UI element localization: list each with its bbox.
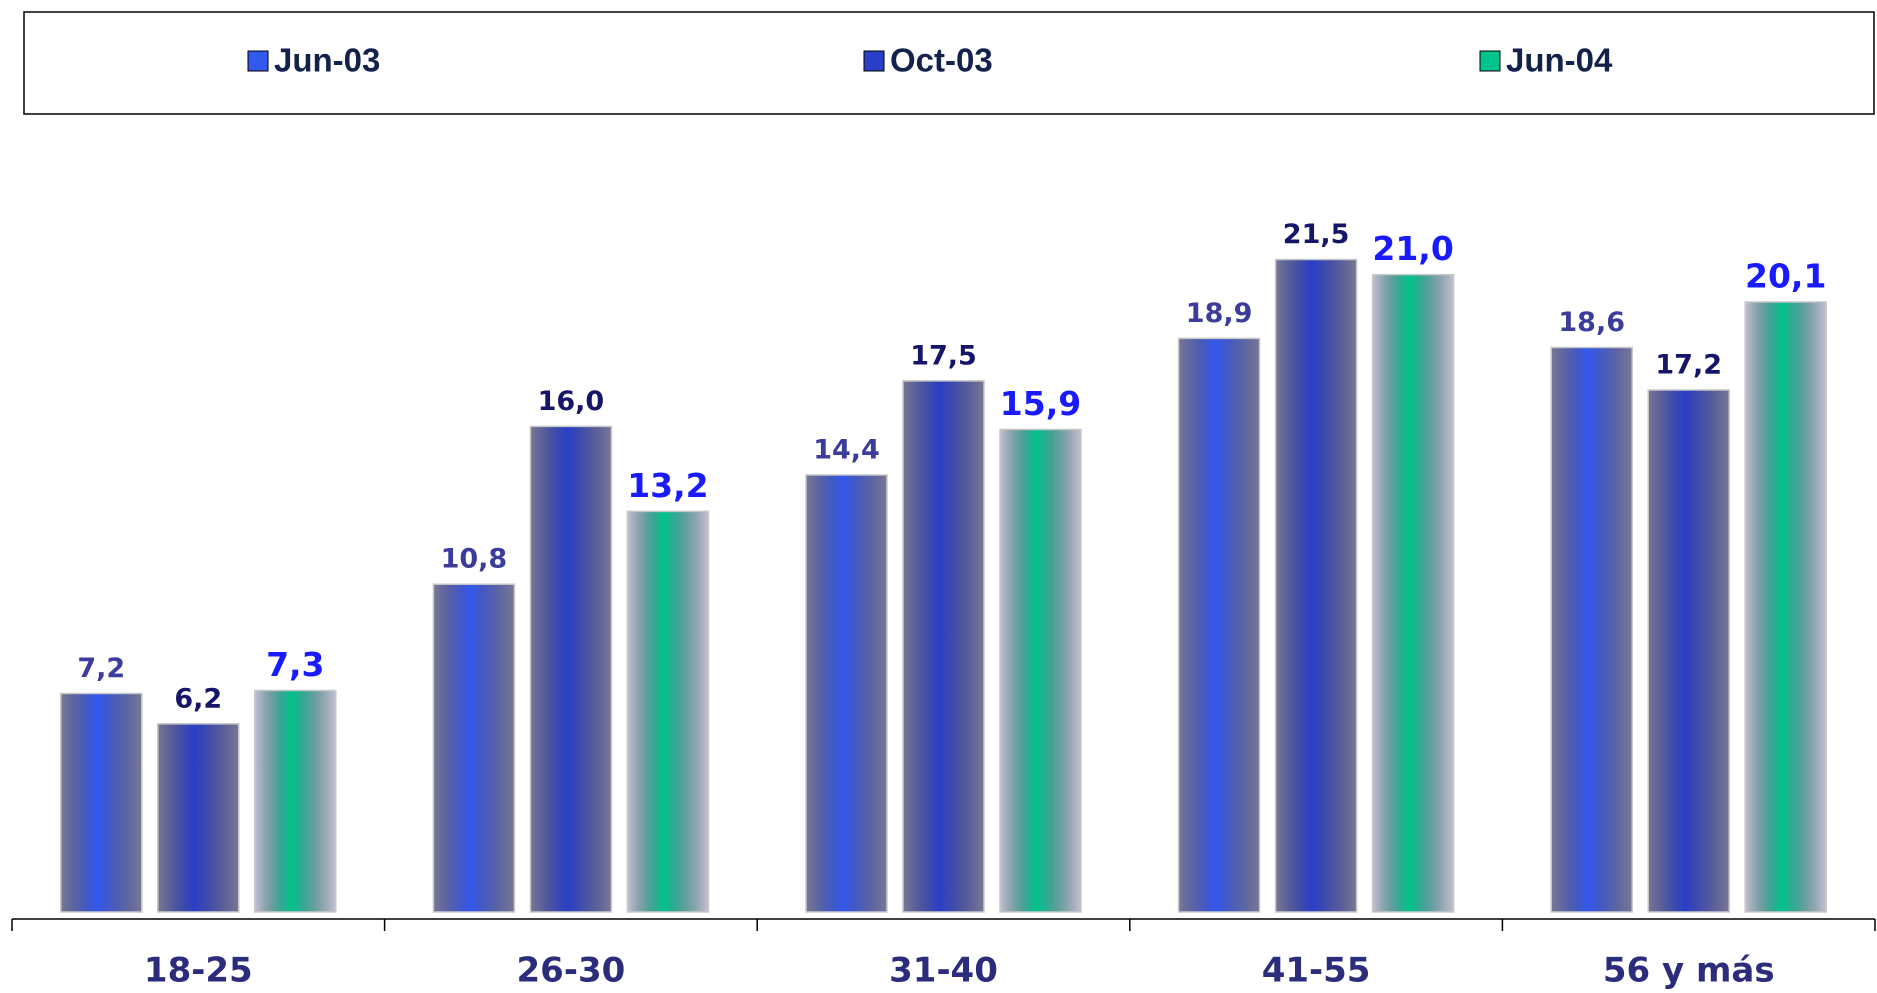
bar: [1371, 273, 1455, 913]
bar: [60, 692, 143, 913]
legend-swatch: [1479, 50, 1501, 72]
data-label: 21,5: [1283, 219, 1350, 250]
data-label: 17,2: [1655, 349, 1722, 380]
bar: [254, 689, 337, 913]
x-tick-label: 41-55: [1262, 951, 1371, 991]
x-tick-label: 26-30: [517, 951, 626, 991]
data-label: 20,1: [1745, 256, 1826, 295]
legend-box: [23, 11, 1875, 115]
data-label: 7,2: [77, 653, 125, 684]
legend-label: Jun-03: [274, 42, 380, 79]
bar: [529, 425, 613, 913]
bar: [1274, 258, 1358, 913]
bar: [805, 474, 888, 913]
bar: [1177, 337, 1261, 913]
data-label: 18,6: [1558, 307, 1625, 338]
bar: [157, 723, 240, 913]
x-tick-label: 56 y más: [1603, 951, 1775, 991]
legend-label: Jun-04: [1506, 42, 1613, 79]
legend-label: Oct-03: [890, 42, 993, 79]
bar: [1647, 389, 1730, 913]
data-label: 15,9: [1000, 384, 1081, 423]
data-label: 17,5: [910, 340, 977, 371]
data-label: 21,0: [1372, 229, 1453, 268]
x-tick-label: 18-25: [144, 951, 253, 991]
legend-swatch: [863, 50, 885, 72]
x-tick-label: 31-40: [889, 951, 998, 991]
data-label: 14,4: [813, 434, 880, 465]
bar: [432, 583, 516, 913]
data-label: 16,0: [538, 386, 605, 417]
legend-swatch: [247, 50, 269, 72]
bar: [1744, 301, 1827, 913]
data-label: 6,2: [174, 683, 222, 714]
data-label: 7,3: [266, 645, 324, 684]
bar: [902, 380, 985, 913]
data-label: 18,9: [1186, 298, 1253, 329]
data-label: 13,2: [627, 466, 708, 505]
bar: [626, 510, 710, 913]
bar: [1550, 346, 1633, 913]
data-label: 10,8: [441, 544, 508, 575]
bar: [999, 428, 1082, 913]
